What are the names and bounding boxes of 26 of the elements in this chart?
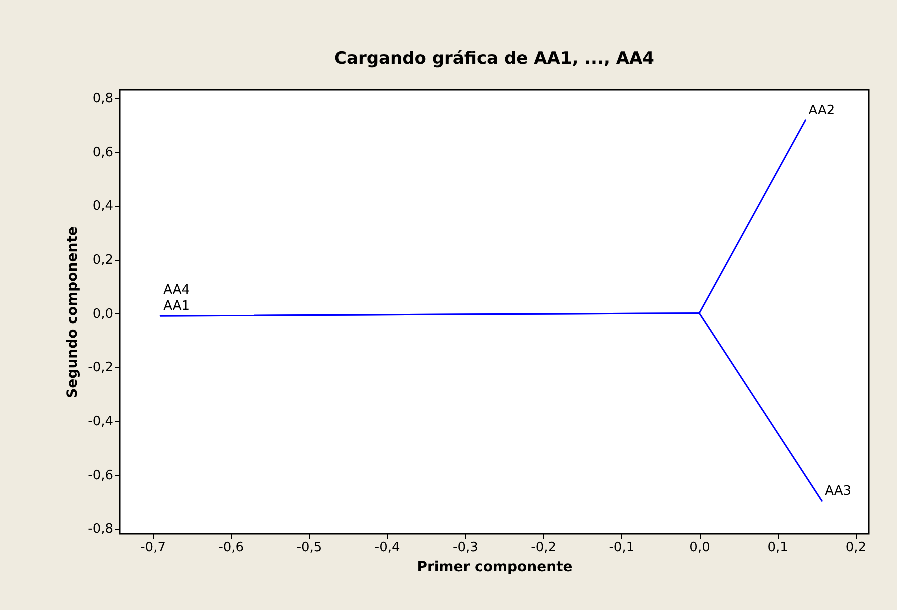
annotation: AA4 bbox=[164, 283, 190, 298]
y-tick-label: 0,4 bbox=[92, 199, 114, 214]
y-tick-label: 0,0 bbox=[92, 306, 114, 322]
x-tick-label: 0,0 bbox=[690, 540, 710, 556]
x-tick-label: -0,5 bbox=[296, 540, 322, 556]
x-tick-label: 0,2 bbox=[846, 540, 867, 556]
x-tick-label: -0,6 bbox=[218, 540, 244, 556]
x-tick-label: -0,7 bbox=[140, 540, 166, 556]
y-axis-title: Segundo componente bbox=[65, 226, 82, 398]
y-tick-label: -0,4 bbox=[88, 414, 114, 430]
y-tick-label: 0,2 bbox=[92, 253, 114, 268]
x-axis-title: Primer componente bbox=[417, 560, 573, 576]
y-tick-label: -0,6 bbox=[88, 468, 114, 484]
y-tick-label: 0,8 bbox=[92, 92, 114, 107]
x-tick-label: -0,3 bbox=[453, 540, 478, 556]
annotation: AA1 bbox=[164, 299, 190, 314]
x-tick-label: -0,1 bbox=[609, 540, 635, 556]
annotation: AA3 bbox=[825, 484, 852, 500]
y-tick-label: -0,8 bbox=[88, 522, 114, 538]
y-tick-label: 0,6 bbox=[92, 145, 114, 160]
x-tick-label: -0,4 bbox=[374, 540, 400, 556]
chart-title: Cargando gráfica de AA1, ..., AA4 bbox=[334, 49, 655, 69]
x-tick-label: -0,2 bbox=[531, 540, 556, 556]
y-tick-label: -0,2 bbox=[88, 360, 114, 376]
x-tick-label: 0,1 bbox=[768, 540, 788, 556]
annotation: AA2 bbox=[808, 103, 836, 118]
